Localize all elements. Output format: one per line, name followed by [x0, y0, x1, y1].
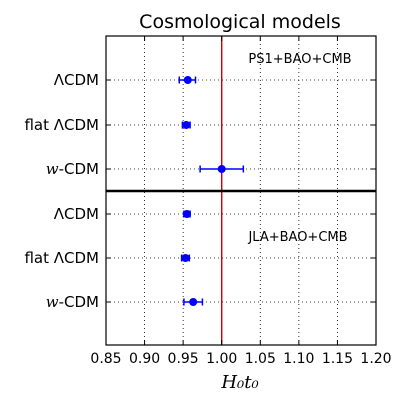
x-tick-label: 1.20 [360, 351, 391, 367]
x-tick-label: 0.95 [168, 351, 199, 367]
category-labels: ΛCDM flat ΛCDM w-CDM ΛCDM flat ΛCDM w-CDM [24, 71, 99, 311]
x-tick-label: 1.10 [283, 351, 314, 367]
data-point [183, 210, 191, 218]
data-point [183, 76, 192, 84]
x-tick-label: 0.85 [90, 351, 121, 367]
data-point [189, 298, 198, 306]
x-axis-label: H₀t₀ [220, 372, 258, 393]
data-point [182, 121, 191, 129]
x-tick-label: 1.15 [322, 351, 353, 367]
panel-annotation: PS1+BAO+CMB [248, 52, 351, 67]
annotations: PS1+BAO+CMB JLA+BAO+CMB [247, 52, 351, 245]
chart-title: Cosmological models [139, 11, 341, 33]
x-tick-label: 1.00 [206, 351, 237, 367]
category-label: w-CDM [46, 160, 99, 178]
category-label: ΛCDM [54, 205, 99, 223]
data-point [181, 254, 190, 262]
category-label: flat ΛCDM [24, 116, 99, 134]
panel-annotation: JLA+BAO+CMB [247, 230, 347, 245]
category-label: ΛCDM [54, 71, 99, 89]
points-layer [178, 76, 245, 306]
data-point [217, 165, 226, 173]
x-tick-label: 0.90 [129, 351, 160, 367]
x-tick-label: 1.05 [245, 351, 276, 367]
category-label: flat ΛCDM [24, 249, 99, 267]
grid-layer [106, 36, 376, 345]
category-label: w-CDM [46, 293, 99, 311]
x-axis-ticks: 0.85 0.90 0.95 1.00 1.05 1.10 1.15 1.20 [90, 36, 392, 367]
